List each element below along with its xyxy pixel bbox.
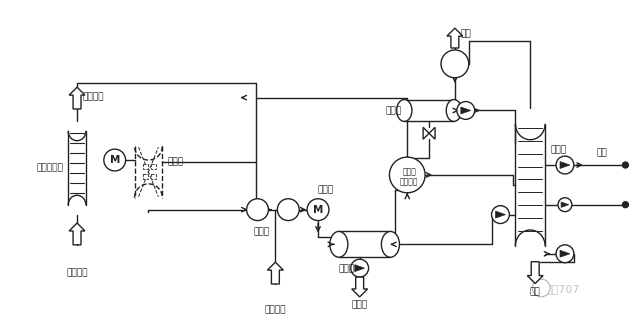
Text: M: M bbox=[109, 155, 120, 165]
Polygon shape bbox=[69, 87, 85, 109]
Text: 回流罐: 回流罐 bbox=[385, 106, 401, 115]
Ellipse shape bbox=[381, 231, 399, 257]
FancyBboxPatch shape bbox=[152, 174, 156, 179]
Text: 锅炉给水: 锅炉给水 bbox=[67, 269, 88, 278]
Ellipse shape bbox=[330, 231, 348, 257]
Polygon shape bbox=[461, 107, 470, 114]
FancyBboxPatch shape bbox=[143, 164, 148, 169]
Circle shape bbox=[246, 199, 268, 220]
Polygon shape bbox=[355, 265, 365, 272]
Polygon shape bbox=[429, 127, 435, 139]
Text: 尾气: 尾气 bbox=[461, 30, 472, 39]
Polygon shape bbox=[352, 277, 367, 297]
Text: 工艺水: 工艺水 bbox=[351, 300, 368, 309]
Polygon shape bbox=[423, 127, 429, 139]
Text: 高压蒸汽: 高压蒸汽 bbox=[83, 93, 104, 102]
Circle shape bbox=[351, 259, 369, 277]
Text: 分离器: 分离器 bbox=[339, 264, 355, 273]
Polygon shape bbox=[527, 262, 543, 283]
Text: 体压缩机: 体压缩机 bbox=[400, 177, 419, 186]
Circle shape bbox=[492, 206, 509, 223]
Circle shape bbox=[441, 50, 468, 78]
Polygon shape bbox=[560, 250, 570, 257]
Polygon shape bbox=[560, 162, 570, 168]
Text: 蒸汽: 蒸汽 bbox=[596, 148, 607, 157]
Circle shape bbox=[457, 102, 475, 120]
Polygon shape bbox=[561, 202, 569, 207]
Polygon shape bbox=[447, 28, 463, 48]
Polygon shape bbox=[69, 223, 85, 245]
Polygon shape bbox=[495, 211, 506, 218]
Ellipse shape bbox=[446, 100, 461, 122]
Polygon shape bbox=[268, 262, 284, 284]
Text: 反应器: 反应器 bbox=[167, 158, 184, 166]
Ellipse shape bbox=[397, 100, 412, 122]
Circle shape bbox=[556, 245, 574, 263]
Text: M: M bbox=[313, 205, 323, 215]
FancyBboxPatch shape bbox=[152, 164, 156, 169]
Circle shape bbox=[389, 157, 425, 193]
Circle shape bbox=[277, 199, 299, 220]
Text: 循环气: 循环气 bbox=[403, 167, 416, 176]
Text: 换热器: 换热器 bbox=[253, 227, 269, 236]
Text: 蒸汽发生器: 蒸汽发生器 bbox=[36, 164, 63, 172]
Circle shape bbox=[558, 198, 572, 211]
Circle shape bbox=[307, 199, 329, 220]
Circle shape bbox=[556, 156, 574, 174]
Circle shape bbox=[104, 149, 125, 171]
Circle shape bbox=[532, 279, 550, 297]
Text: 汽油: 汽油 bbox=[530, 287, 541, 296]
Text: 稳定塔: 稳定塔 bbox=[550, 146, 566, 155]
Text: 原料甲醇: 原料甲醇 bbox=[264, 306, 286, 315]
FancyBboxPatch shape bbox=[143, 174, 148, 179]
Circle shape bbox=[623, 202, 628, 208]
Text: 化工707: 化工707 bbox=[546, 284, 580, 294]
Text: 冷却器: 冷却器 bbox=[318, 186, 334, 195]
Circle shape bbox=[623, 162, 628, 168]
